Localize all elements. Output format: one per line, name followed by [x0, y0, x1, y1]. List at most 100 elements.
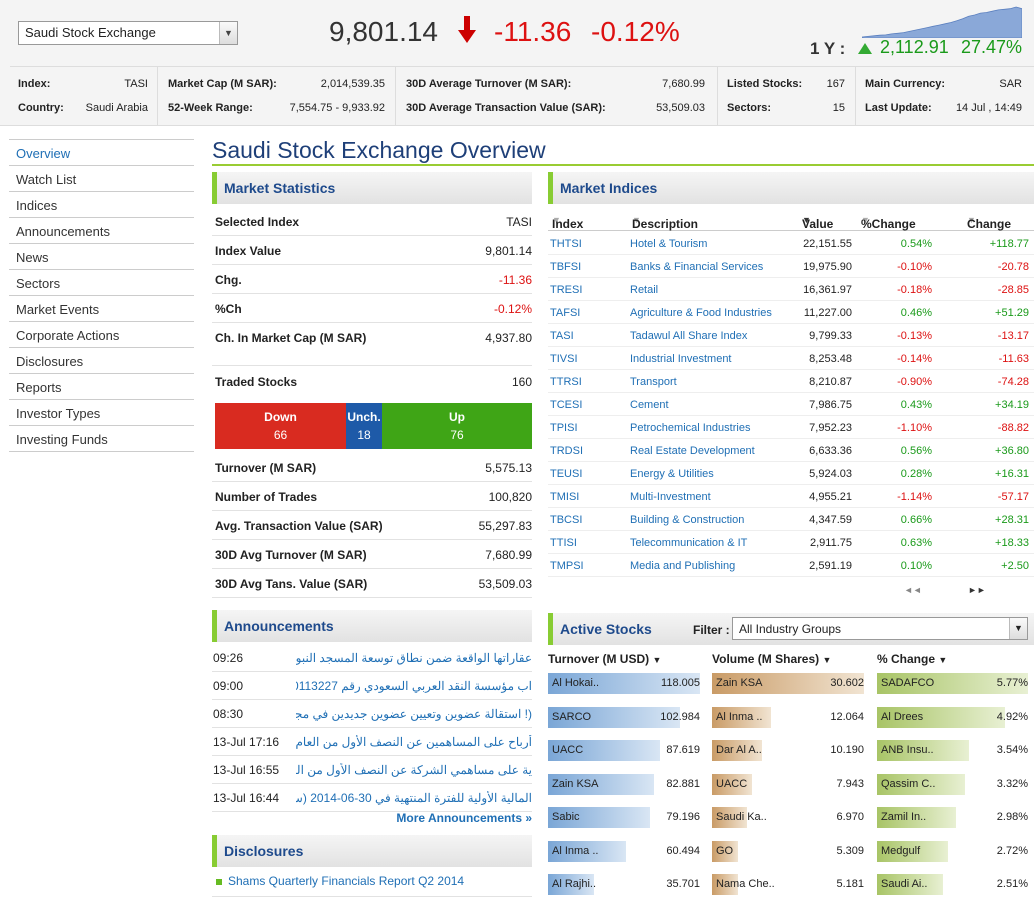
sidebar-item-reports[interactable]: Reports	[9, 374, 194, 400]
announcement-row[interactable]: 08:30 (! استقالة عضوين وتعيين عضوين جديدي…	[212, 700, 532, 728]
active-stock-change[interactable]: Qassim C.. 3.32%	[877, 771, 1032, 805]
sidebar-item-corporate-actions[interactable]: Corporate Actions	[9, 322, 194, 348]
index-row[interactable]: TEUSI Energy & Utilities 5,924.03 0.28% +16.…	[548, 462, 1034, 485]
exchange-select[interactable]: Saudi Stock Exchange ▼	[18, 21, 238, 45]
index-code[interactable]: TEUSI	[550, 468, 583, 480]
index-description[interactable]: Hotel & Tourism	[630, 238, 708, 250]
active-stock-turnover[interactable]: Zain KSA 82.881	[548, 771, 704, 805]
index-row[interactable]: TTRSI Transport 8,210.87 -0.90% -74.28	[548, 370, 1034, 393]
active-stock-turnover[interactable]: Al Inma .. 60.494	[548, 838, 704, 872]
active-stock-turnover[interactable]: SARCO 102.984	[548, 704, 704, 738]
index-description[interactable]: Banks & Financial Services	[630, 261, 764, 273]
index-code[interactable]: TMISI	[550, 491, 580, 503]
announcement-row[interactable]: 13-Jul 17:16 أرباح على المساهمين عن النصف…	[212, 728, 532, 756]
sidebar-item-news[interactable]: News	[9, 244, 194, 270]
index-code[interactable]: TBFSI	[550, 261, 582, 273]
active-stock-change[interactable]: Al Drees 4.92%	[877, 704, 1032, 738]
index-description[interactable]: Energy & Utilities	[630, 468, 714, 480]
turnover-header[interactable]: Turnover (M USD) ▼	[548, 652, 661, 666]
volume-header[interactable]: Volume (M Shares) ▼	[712, 652, 831, 666]
active-stock-change[interactable]: SADAFCO 5.77%	[877, 670, 1032, 704]
stock-name[interactable]: Sabic	[552, 811, 580, 823]
index-row[interactable]: TASI Tadawul All Share Index 9,799.33 -0.13…	[548, 324, 1034, 347]
col-description[interactable]: Description ▼	[632, 212, 698, 231]
index-description[interactable]: Real Estate Development	[630, 445, 755, 457]
announcement-row[interactable]: 13-Jul 16:55 ية على مساهمي الشركة عن النص…	[212, 756, 532, 784]
stock-name[interactable]: Medgulf	[881, 844, 921, 857]
index-row[interactable]: TIVSI Industrial Investment 8,253.48 -0.14%…	[548, 347, 1034, 370]
announcement-link[interactable]: (! استقالة عضوين وتعيين عضوين جديدين في …	[296, 707, 532, 721]
col-change[interactable]: Change ▼	[967, 212, 1011, 231]
index-row[interactable]: THTSI Hotel & Tourism 22,151.55 0.54% +118.7…	[548, 232, 1034, 255]
stock-name[interactable]: Al Inma ..	[552, 844, 599, 857]
index-row[interactable]: TBFSI Banks & Financial Services 19,975.90…	[548, 255, 1034, 278]
stock-name[interactable]: Al Drees	[881, 710, 924, 723]
active-stock-volume[interactable]: Dar Al A.. 10.190	[712, 737, 868, 771]
index-description[interactable]: Building & Construction	[630, 514, 745, 526]
active-stock-volume[interactable]: UACC 7.943	[712, 771, 868, 805]
stock-name[interactable]: Dar Al A..	[716, 744, 762, 756]
index-code[interactable]: TTISI	[550, 537, 577, 549]
active-stock-volume[interactable]: Saudi Ka.. 6.970	[712, 804, 868, 838]
stock-name[interactable]: GO	[716, 844, 734, 857]
index-description[interactable]: Petrochemical Industries	[630, 422, 751, 434]
index-row[interactable]: TRDSI Real Estate Development 6,633.36 0.56…	[548, 439, 1034, 462]
next-page-icon[interactable]: ►►	[968, 585, 986, 595]
disclosure-item[interactable]: Shams Quarterly Financials Report Q2 201…	[216, 874, 464, 888]
announcement-row[interactable]: 09:26 عقاراتها الواقعة ضمن نطاق توسعة الم…	[212, 644, 532, 672]
active-stock-change[interactable]: Zamil In.. 2.98%	[877, 804, 1032, 838]
active-stock-volume[interactable]: Al Inma .. 12.064	[712, 704, 868, 738]
stock-name[interactable]: Saudi Ai..	[881, 878, 928, 890]
stock-name[interactable]: UACC	[716, 777, 748, 790]
index-row[interactable]: TMPSI Media and Publishing 2,591.19 0.10% +2…	[548, 554, 1034, 577]
active-stock-volume[interactable]: GO 5.309	[712, 838, 868, 872]
sidebar-item-disclosures[interactable]: Disclosures	[9, 348, 194, 374]
stock-name[interactable]: Zain KSA	[716, 677, 763, 689]
index-code[interactable]: TIVSI	[550, 353, 578, 365]
active-stock-change[interactable]: Medgulf 2.72%	[877, 838, 1032, 872]
index-code[interactable]: TRESI	[550, 284, 583, 296]
index-row[interactable]: TBCSI Building & Construction 4,347.59 0.66…	[548, 508, 1034, 531]
index-description[interactable]: Industrial Investment	[630, 353, 732, 365]
index-code[interactable]: TCESI	[550, 399, 583, 411]
sidebar-item-investor-types[interactable]: Investor Types	[9, 400, 194, 426]
chevron-down-icon[interactable]: ▼	[1009, 618, 1027, 639]
announcement-link[interactable]: عقاراتها الواقعة ضمن نطاق توسعة المسجد ا…	[296, 651, 532, 665]
announcement-link[interactable]: المالية الأولية للفترة المنتهية في 30-06…	[296, 791, 532, 805]
col-index[interactable]: Index ▼	[552, 212, 583, 231]
index-code[interactable]: TTRSI	[550, 376, 582, 388]
prev-page-icon[interactable]: ◄◄	[904, 585, 922, 595]
stock-name[interactable]: SADAFCO	[881, 677, 935, 689]
announcement-link[interactable]: أرباح على المساهمين عن النصف الأول من ال…	[296, 735, 532, 749]
active-stock-volume[interactable]: Nama Che.. 5.181	[712, 871, 868, 899]
active-stock-turnover[interactable]: Al Rajhi.. 35.701	[548, 871, 704, 899]
index-code[interactable]: TAFSI	[550, 307, 581, 319]
index-row[interactable]: TMISI Multi-Investment 4,955.21 -1.14% -57.1…	[548, 485, 1034, 508]
sidebar-item-sectors[interactable]: Sectors	[9, 270, 194, 296]
index-code[interactable]: THTSI	[550, 238, 582, 250]
sidebar-item-indices[interactable]: Indices	[9, 192, 194, 218]
col-pct-change[interactable]: %Change ▼	[861, 212, 916, 231]
col-value[interactable]: Value ▼	[802, 212, 833, 231]
stock-name[interactable]: Qassim C..	[881, 777, 936, 790]
index-description[interactable]: Transport	[630, 376, 677, 388]
index-row[interactable]: TPISI Petrochemical Industries 7,952.23 -1.…	[548, 416, 1034, 439]
stock-name[interactable]: Nama Che..	[716, 878, 775, 890]
index-code[interactable]: TRDSI	[550, 445, 583, 457]
index-row[interactable]: TAFSI Agriculture & Food Industries 11,227…	[548, 301, 1034, 324]
pct-change-header[interactable]: % Change ▼	[877, 652, 947, 666]
stock-name[interactable]: SARCO	[552, 710, 592, 723]
stock-name[interactable]: UACC	[552, 744, 584, 756]
stock-name[interactable]: ANB Insu..	[881, 744, 934, 756]
sidebar-item-market-events[interactable]: Market Events	[9, 296, 194, 322]
active-stock-volume[interactable]: Zain KSA 30.602	[712, 670, 868, 704]
stock-name[interactable]: Al Hokai..	[552, 677, 600, 689]
sidebar-item-announcements[interactable]: Announcements	[9, 218, 194, 244]
chevron-down-icon[interactable]: ▼	[219, 22, 237, 44]
sidebar-item-investing-funds[interactable]: Investing Funds	[9, 426, 194, 452]
index-description[interactable]: Retail	[630, 284, 659, 296]
active-stock-change[interactable]: Saudi Ai.. 2.51%	[877, 871, 1032, 899]
stock-name[interactable]: Zain KSA	[552, 777, 599, 790]
index-description[interactable]: Tadawul All Share Index	[630, 330, 748, 342]
index-description[interactable]: Cement	[630, 399, 669, 411]
